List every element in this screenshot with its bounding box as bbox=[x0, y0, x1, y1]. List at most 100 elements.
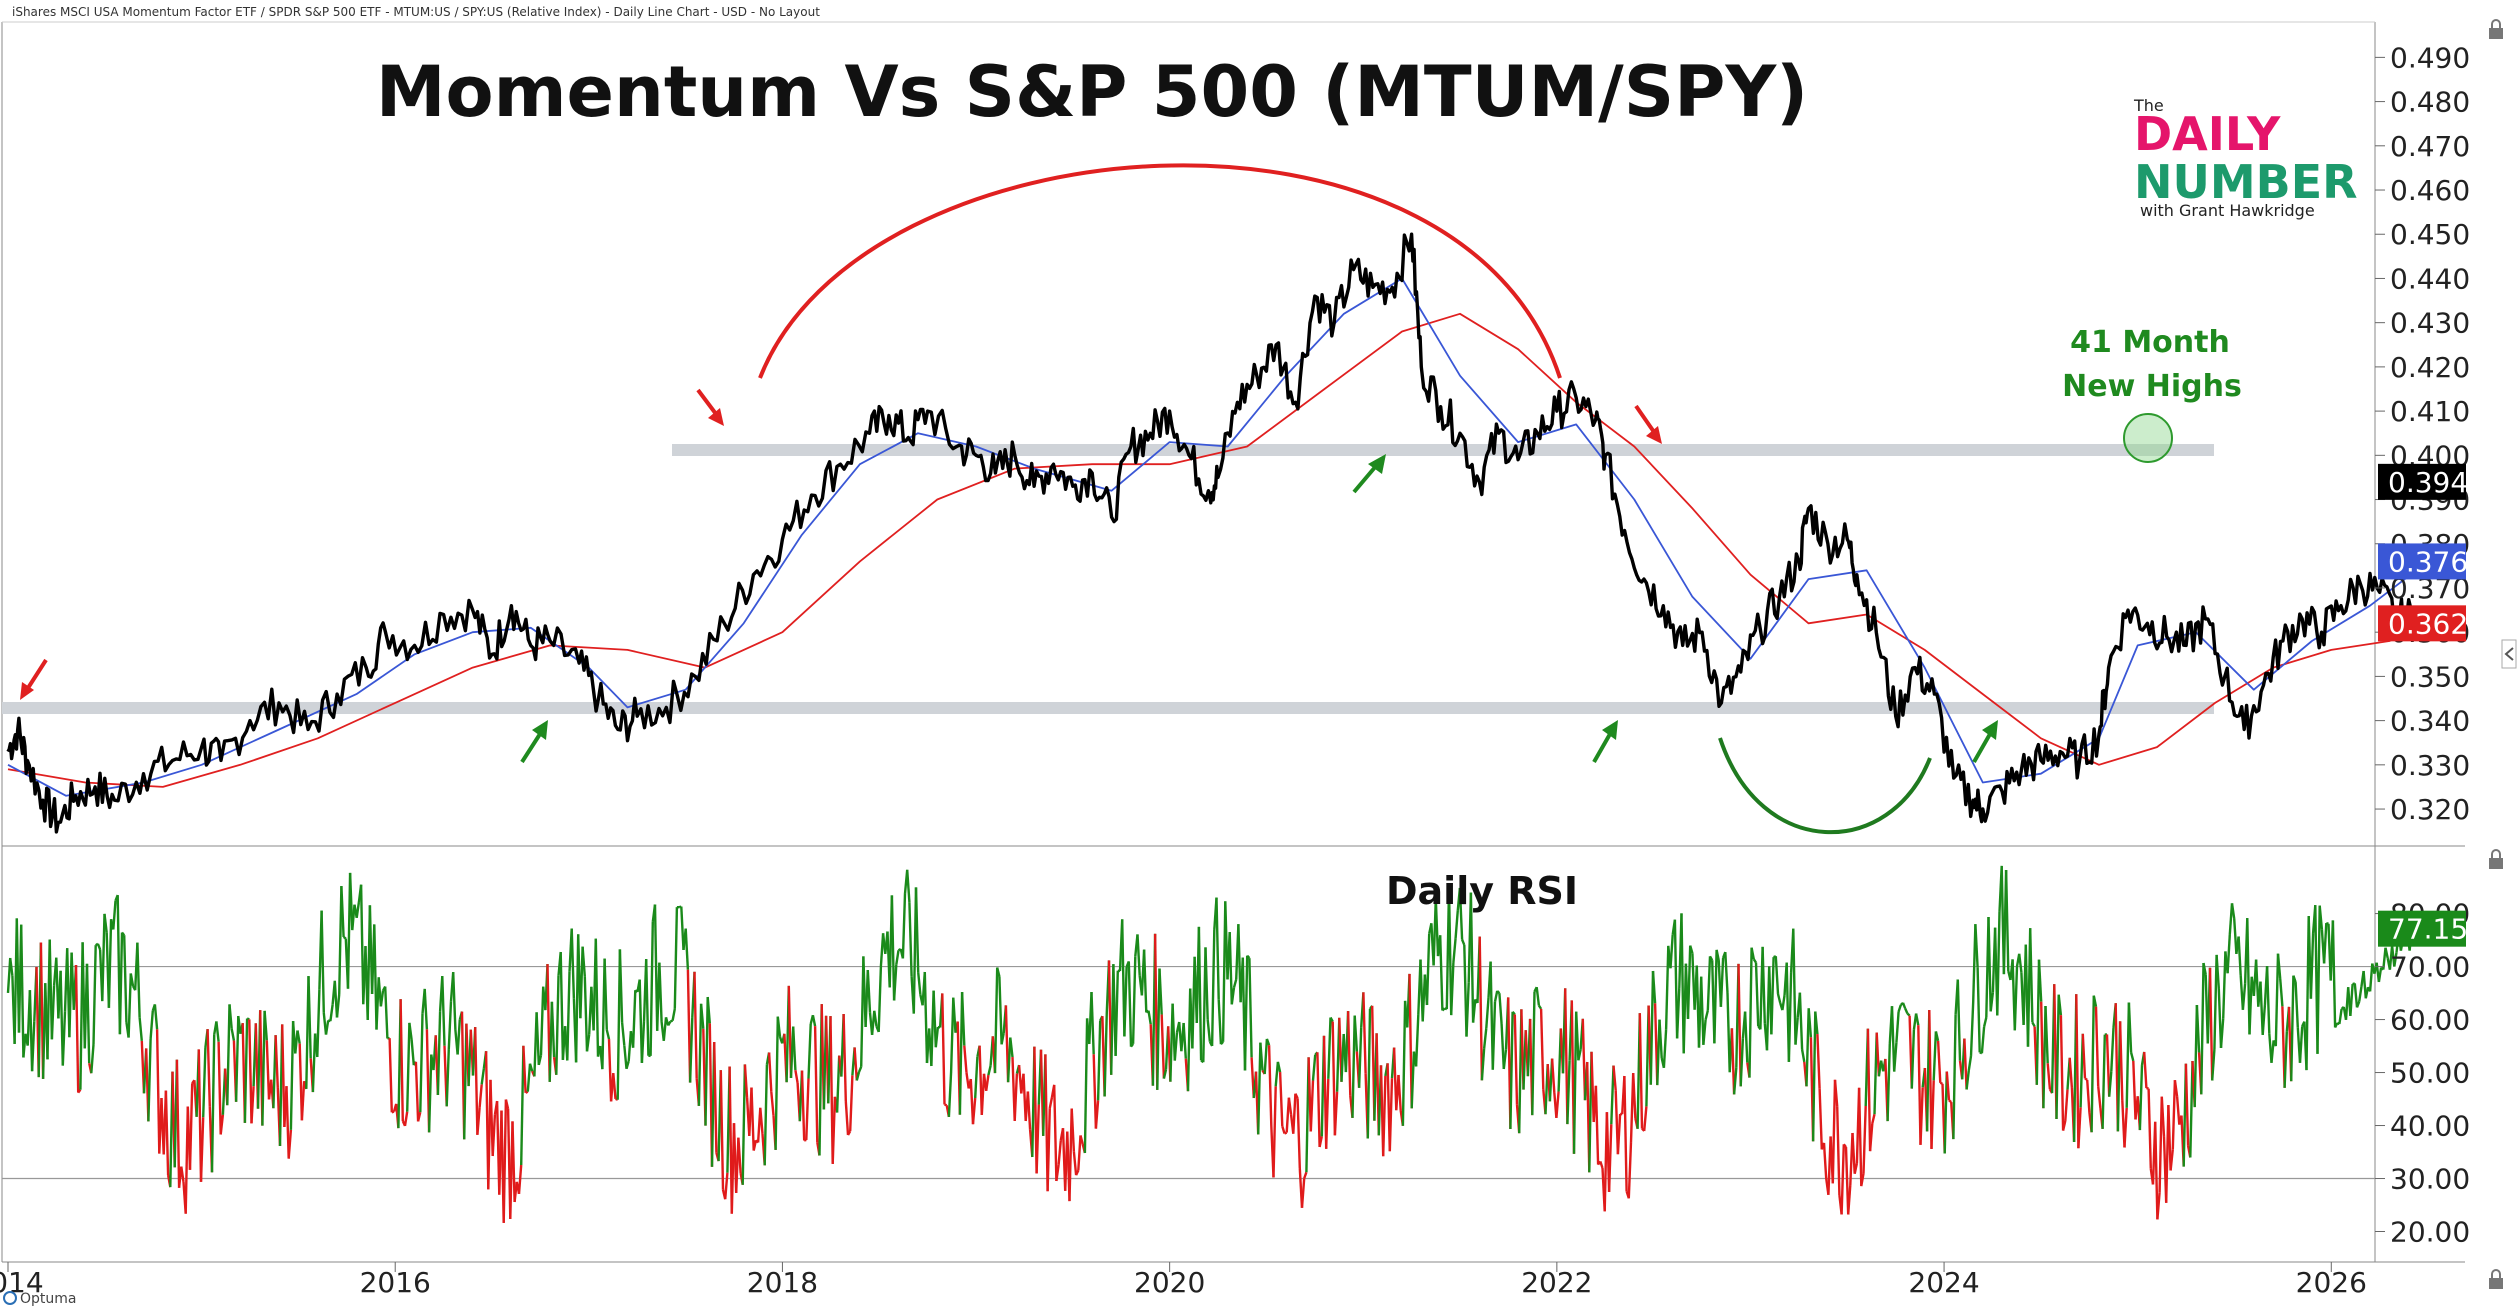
rsi-segment bbox=[670, 1019, 673, 1023]
rsi-segment bbox=[645, 959, 650, 1056]
rsi-segment bbox=[77, 1088, 82, 1094]
rsi-segment bbox=[2031, 1021, 2036, 1027]
rsi-segment bbox=[2167, 1105, 2172, 1171]
rsi-segment bbox=[1866, 1028, 1872, 1152]
rsi-segment bbox=[1114, 970, 1119, 1056]
rsi-segment bbox=[1752, 958, 1758, 964]
y-tick-label: 50.00 bbox=[2390, 1057, 2470, 1090]
rsi-segment bbox=[944, 1103, 948, 1107]
y-tick-label: 0.330 bbox=[2390, 749, 2470, 782]
rsi-segment bbox=[1000, 1032, 1005, 1045]
rsi-segment bbox=[92, 945, 97, 1045]
rsi-segment bbox=[741, 1064, 747, 1185]
rsi-segment bbox=[1719, 957, 1725, 1007]
y-tick-label: 40.00 bbox=[2390, 1110, 2470, 1143]
rsi-segment bbox=[535, 1012, 540, 1065]
rsi-segment bbox=[281, 1024, 286, 1128]
rsi-segment bbox=[1531, 991, 1536, 1116]
rsi-segment bbox=[1535, 986, 1541, 1006]
rsi-segment bbox=[566, 971, 571, 1061]
rsi-segment bbox=[502, 1099, 508, 1223]
rsi-segment bbox=[2108, 1071, 2113, 1097]
rsi-segment bbox=[2202, 962, 2207, 975]
rsi-segment bbox=[1215, 897, 1220, 1000]
rsi-segment bbox=[763, 1064, 769, 1166]
rsi-segment bbox=[219, 1114, 225, 1135]
rsi-segment bbox=[1996, 911, 2001, 1016]
y-tick-label: 0.410 bbox=[2390, 395, 2470, 428]
rsi-segment bbox=[147, 1038, 152, 1122]
rsi-segment bbox=[2081, 1033, 2087, 1079]
rsi-segment bbox=[1294, 1093, 1299, 1099]
rsi-segment bbox=[1840, 1144, 1845, 1215]
y-tick-label: 0.340 bbox=[2390, 705, 2470, 738]
rsi-segment bbox=[998, 976, 1003, 1045]
rsi-segment bbox=[2173, 1080, 2179, 1097]
rsi-segment bbox=[1550, 1058, 1556, 1093]
rsi-segment bbox=[1967, 1055, 1973, 1071]
rsi-segment bbox=[2004, 869, 2010, 972]
rsi-segment bbox=[2222, 951, 2227, 1019]
value-badges: 0.394 0.376 0.362 77.15 bbox=[2378, 463, 2468, 947]
fast-ma-value-badge: 0.376 bbox=[2388, 545, 2468, 578]
signal-arrows bbox=[20, 388, 1998, 764]
rsi-segment bbox=[1616, 1113, 1622, 1155]
rsi-segment bbox=[1974, 924, 1979, 968]
rsi-segment bbox=[406, 1022, 411, 1112]
rsi-segment bbox=[901, 893, 907, 959]
rsi-segment bbox=[2355, 1001, 2361, 1008]
lock-icon[interactable] bbox=[2489, 849, 2503, 869]
rsi-segment bbox=[792, 1026, 797, 1071]
lock-icon[interactable] bbox=[2489, 1269, 2503, 1289]
rsi-segment bbox=[1072, 1151, 1078, 1176]
rsi-segment bbox=[620, 1022, 626, 1046]
price-value-badge-bg bbox=[2378, 463, 2466, 500]
rsi-segment bbox=[1327, 1017, 1332, 1079]
rsi-segment bbox=[2086, 1079, 2091, 1113]
rsi-segment bbox=[1708, 955, 1714, 961]
rsi-segment bbox=[1739, 1038, 1745, 1087]
collapse-toggle-icon[interactable] bbox=[2501, 639, 2517, 669]
rsi-segment bbox=[1075, 1169, 1080, 1176]
rsi-segment bbox=[971, 1097, 977, 1125]
price-panel bbox=[6, 232, 2429, 834]
y-tick-label: 60.00 bbox=[2390, 1004, 2470, 1037]
daily-number-logo: The DAILY NUMBER with Grant Hawkridge bbox=[2133, 96, 2358, 220]
rsi-segment bbox=[199, 1117, 205, 1182]
chart-header: iShares MSCI USA Momentum Factor ETF / S… bbox=[12, 5, 820, 19]
series-line-2 bbox=[7, 312, 2429, 788]
x-tick-label: 2020 bbox=[1134, 1266, 1205, 1299]
rsi-segment bbox=[623, 1045, 628, 1069]
rsi-segment bbox=[1441, 1007, 1446, 1012]
green-arrow-icon bbox=[1592, 720, 1618, 763]
rsi-segment bbox=[1046, 1108, 1051, 1192]
rsi-segment bbox=[719, 1070, 725, 1190]
rsi-segment bbox=[1496, 990, 1501, 995]
rsi-segment bbox=[1787, 972, 1793, 1062]
lock-icon[interactable] bbox=[2489, 19, 2503, 39]
rsi-segment bbox=[2127, 1002, 2133, 1053]
support-band bbox=[2, 702, 2214, 714]
rsi-segment bbox=[1197, 926, 1203, 1061]
red-arrow-icon bbox=[1634, 404, 1662, 444]
resistance-band bbox=[672, 444, 2214, 456]
rsi-segment bbox=[914, 887, 920, 973]
rsi-segment bbox=[1904, 1008, 1909, 1014]
rsi-segment bbox=[1162, 1069, 1168, 1079]
rsi-segment bbox=[285, 1086, 290, 1159]
rsi-segment bbox=[410, 1039, 415, 1066]
rsi-segment bbox=[585, 1034, 591, 1052]
rsi-segment bbox=[1969, 1001, 1975, 1056]
rsi-segment bbox=[2290, 975, 2295, 1082]
rsi-segment bbox=[1566, 1060, 1571, 1125]
rsi-segment bbox=[1228, 932, 1233, 1005]
rsi-segment bbox=[640, 1021, 646, 1063]
rsi-segment bbox=[844, 1100, 850, 1136]
rsi-segment bbox=[1243, 955, 1249, 1071]
svg-text:Optuma: Optuma bbox=[20, 1291, 77, 1307]
rsi-segment bbox=[1743, 1011, 1749, 1063]
rsi-segment bbox=[528, 1063, 534, 1072]
svg-text:NUMBER: NUMBER bbox=[2134, 155, 2358, 209]
rsi-segment bbox=[1689, 945, 1694, 954]
